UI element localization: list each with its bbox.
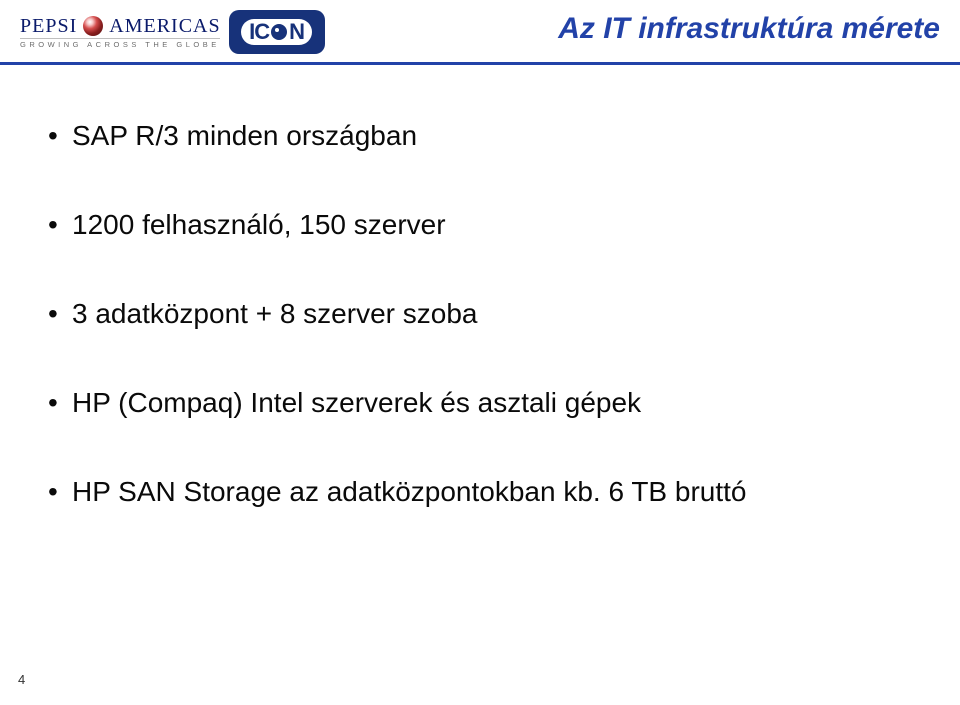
icon-logo-eye-icon: [271, 24, 287, 40]
list-item: HP SAN Storage az adatközpontokban kb. 6…: [42, 474, 920, 509]
pepsi-brand-left: PEPSI: [20, 16, 77, 36]
slide-content: SAP R/3 minden országban 1200 felhasznál…: [42, 118, 920, 563]
bullet-list: SAP R/3 minden országban 1200 felhasznál…: [42, 118, 920, 509]
pepsi-logo-top: PEPSI AMERICAS: [20, 16, 221, 36]
header-separator: [0, 62, 960, 65]
icon-logo-text-left: IC: [249, 21, 269, 43]
slide: PEPSI AMERICAS GROWING ACROSS THE GLOBE …: [0, 0, 960, 705]
pepsi-americas-logo: PEPSI AMERICAS GROWING ACROSS THE GLOBE: [20, 16, 221, 49]
icon-logo-inner: IC N: [241, 19, 312, 45]
list-item: HP (Compaq) Intel szerverek és asztali g…: [42, 385, 920, 420]
list-item: SAP R/3 minden országban: [42, 118, 920, 153]
pepsi-tagline: GROWING ACROSS THE GLOBE: [20, 38, 220, 49]
list-item: 3 adatközpont + 8 szerver szoba: [42, 296, 920, 331]
icon-company-logo: IC N: [229, 10, 325, 54]
pepsi-brand-right: AMERICAS: [109, 16, 220, 36]
list-item: 1200 felhasználó, 150 szerver: [42, 207, 920, 242]
slide-title: Az IT infrastruktúra mérete: [558, 12, 940, 46]
icon-logo-text-right: N: [289, 21, 304, 43]
slide-header: PEPSI AMERICAS GROWING ACROSS THE GLOBE …: [0, 0, 960, 70]
globe-icon: [83, 16, 103, 36]
page-number: 4: [18, 672, 25, 687]
